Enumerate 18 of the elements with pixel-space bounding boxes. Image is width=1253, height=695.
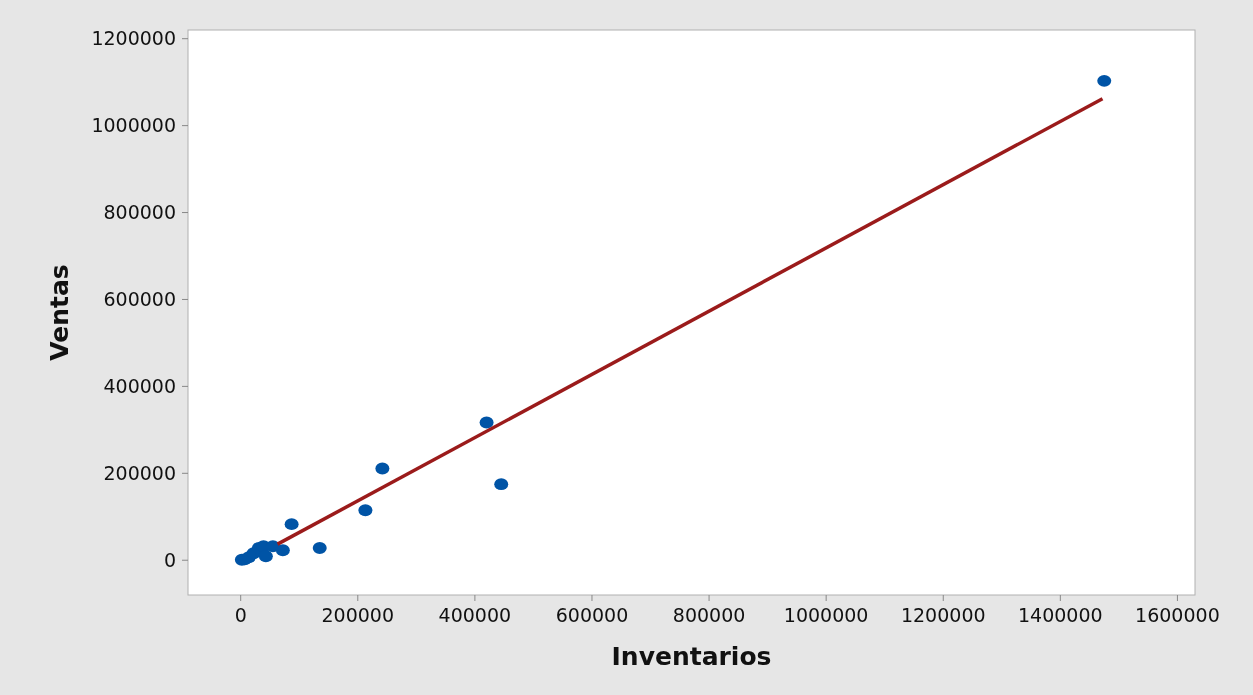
x-tick-label: 200000 xyxy=(321,604,395,626)
x-tick-label: 600000 xyxy=(555,604,629,626)
x-axis-title: Inventarios xyxy=(611,642,772,671)
y-tick-label: 200000 xyxy=(103,461,176,484)
y-tick-label: 400000 xyxy=(103,375,176,398)
y-tick-label: 1200000 xyxy=(91,27,176,50)
x-tick-label: 1400000 xyxy=(1018,604,1103,626)
x-tick-label: 0 xyxy=(234,604,247,626)
y-tick-label: 600000 xyxy=(103,288,176,311)
x-tick-label: 400000 xyxy=(438,604,512,626)
x-tick-label: 1600000 xyxy=(1135,604,1220,626)
y-axis-title: Ventas xyxy=(45,264,74,361)
x-tick-label: 800000 xyxy=(672,604,746,626)
y-tick-label: 1000000 xyxy=(91,114,176,137)
x-tick-label: 1200000 xyxy=(900,604,986,626)
x-tick-label: 1000000 xyxy=(783,604,869,626)
y-tick-label: 800000 xyxy=(103,201,176,224)
y-tick-label: 0 xyxy=(163,548,176,571)
